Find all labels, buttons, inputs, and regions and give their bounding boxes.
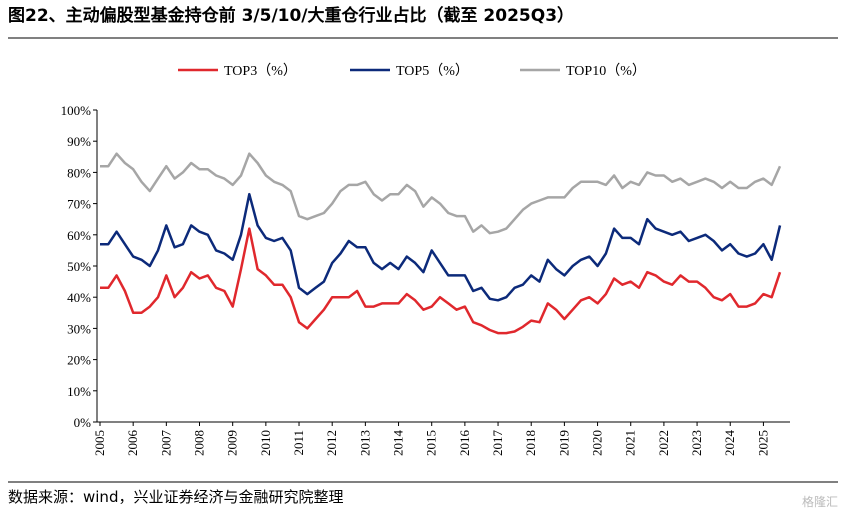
x-tick-label: 2011 xyxy=(291,430,306,456)
x-tick-label: 2017 xyxy=(490,430,505,457)
y-tick-label: 100% xyxy=(61,103,92,118)
x-tick-label: 2018 xyxy=(523,430,538,456)
x-tick-label: 2006 xyxy=(125,430,140,457)
legend-label: TOP10（%） xyxy=(566,63,646,79)
watermark: 格隆汇 xyxy=(802,494,838,509)
y-tick-label: 70% xyxy=(67,197,91,212)
x-tick-label: 2007 xyxy=(158,430,173,457)
x-tick-label: 2015 xyxy=(424,430,439,456)
x-tick-label: 2008 xyxy=(192,430,207,456)
x-tick-label: 2009 xyxy=(225,430,240,456)
x-tick-label: 2012 xyxy=(324,430,339,456)
legend-label: TOP3（%） xyxy=(224,63,297,79)
x-tick-label: 2005 xyxy=(92,430,107,456)
x-tick-label: 2023 xyxy=(689,430,704,456)
x-tick-label: 2024 xyxy=(722,430,737,457)
x-tick-label: 2014 xyxy=(391,430,406,457)
x-tick-label: 2025 xyxy=(755,430,770,456)
x-tick-label: 2013 xyxy=(357,430,372,456)
series-line xyxy=(100,152,782,235)
chart-title: 图22、主动偏股型基金持仓前 3/5/10/大重仓行业占比（截至 2025Q3） xyxy=(8,5,574,26)
y-tick-label: 20% xyxy=(67,353,91,368)
x-tick-label: 2019 xyxy=(556,430,571,456)
x-tick-label: 2021 xyxy=(623,430,638,456)
x-tick-label: 2016 xyxy=(457,430,472,457)
series-line xyxy=(100,192,782,302)
y-tick-label: 30% xyxy=(67,321,91,336)
y-tick-label: 90% xyxy=(67,134,91,149)
y-tick-label: 0% xyxy=(74,415,92,430)
legend-label: TOP5（%） xyxy=(396,63,469,79)
x-tick-label: 2022 xyxy=(656,430,671,456)
x-tick-label: 2010 xyxy=(258,430,273,456)
y-tick-label: 40% xyxy=(67,290,91,305)
series-line xyxy=(100,227,782,335)
x-tick-label: 2020 xyxy=(590,430,605,456)
y-tick-label: 80% xyxy=(67,165,91,180)
y-tick-label: 10% xyxy=(67,384,91,399)
y-tick-label: 50% xyxy=(67,259,91,274)
source: 数据来源：wind，兴业证券经济与金融研究院整理 xyxy=(8,488,343,506)
y-tick-label: 60% xyxy=(67,228,91,243)
